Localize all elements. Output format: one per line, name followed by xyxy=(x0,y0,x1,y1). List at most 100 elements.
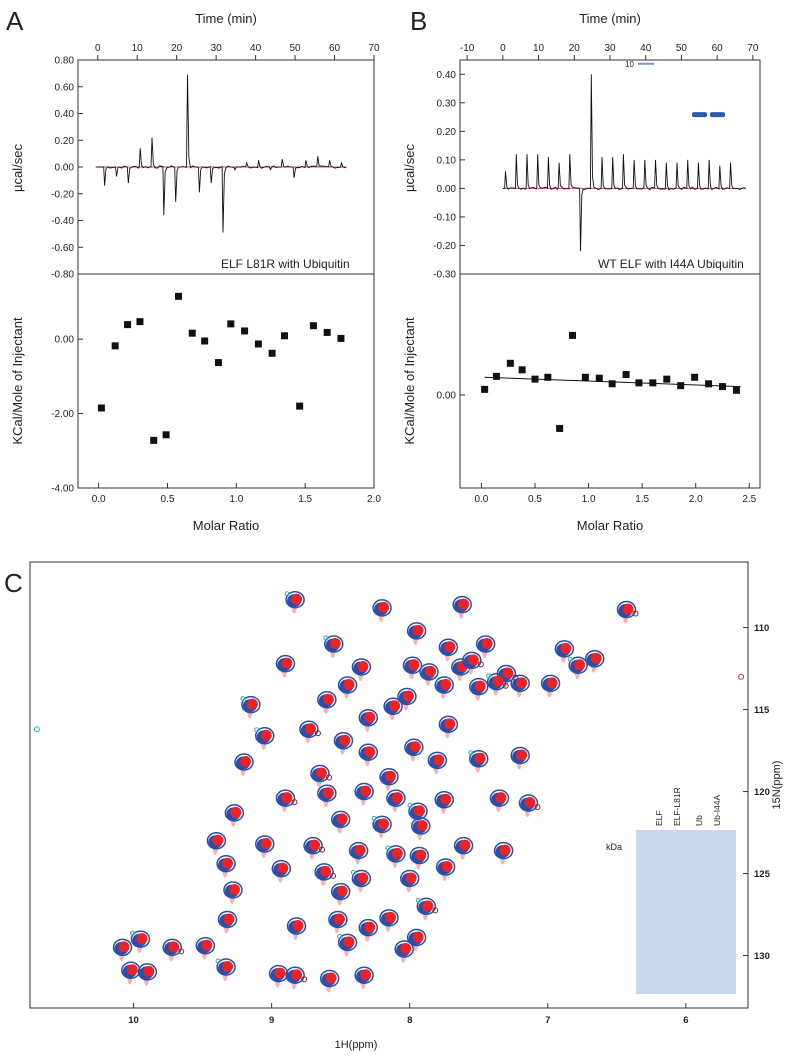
nmr-peak-red xyxy=(474,752,486,764)
nmr-peak-blue-contour xyxy=(241,695,261,714)
nmr-peak-red xyxy=(400,942,412,954)
nmr-peak-darkred xyxy=(301,976,308,983)
nmr-peak-red xyxy=(560,642,572,654)
nmr-peak-blue-contour xyxy=(453,836,474,855)
nmr-peak-red xyxy=(391,792,403,804)
nmr-peak xyxy=(386,789,406,813)
chart-a-top-ylabel: µcal/sec xyxy=(10,144,25,192)
A-bottom-point xyxy=(323,328,331,336)
nmr-peak-blue-contour xyxy=(358,709,379,727)
chart-c-ylabel: 15N(ppm) xyxy=(771,761,783,810)
nmr-peak-red xyxy=(408,659,420,671)
nmr-peak-cyan xyxy=(371,815,377,821)
nmr-peak xyxy=(351,658,372,681)
nmr-peak-red xyxy=(378,818,390,830)
nmr-peak-red xyxy=(402,690,414,702)
B-bottom-point xyxy=(677,382,685,390)
A-top-ytick-label: 0.60 xyxy=(55,82,75,93)
nmr-peak-red xyxy=(222,857,234,869)
nmr-peak xyxy=(299,720,321,744)
gel-lane-label: Ub xyxy=(694,815,704,826)
nmr-peak-red xyxy=(516,677,528,689)
gel-sample-band xyxy=(692,112,707,118)
nmr-peak-cyan xyxy=(415,897,421,903)
A-bottom-point xyxy=(268,349,276,357)
B-bottom-ytick-label: 0.00 xyxy=(437,390,457,401)
nmr-peak xyxy=(284,590,305,614)
nmr-peak-red xyxy=(291,969,303,981)
nmr-peak-blue-contour xyxy=(372,815,392,834)
nmr-peak-blue-contour xyxy=(397,687,417,706)
nmr-peak-red xyxy=(336,885,348,897)
nmr-peak-red xyxy=(495,792,507,804)
nmr-peak-blue-contour xyxy=(394,940,414,958)
nmr-peak-blue-contour xyxy=(568,656,588,675)
nmr-peak-blue-contour xyxy=(408,802,428,820)
B-top-xtick-label: 10 xyxy=(533,43,545,54)
nmr-peak-red xyxy=(143,965,155,977)
nmr-peak-red xyxy=(281,792,293,804)
nmr-peak-red xyxy=(440,793,452,805)
nmr-peak-blue-contour xyxy=(137,963,158,981)
chart-a-top-xlabel: Time (min) xyxy=(195,11,257,26)
nmr-peak xyxy=(404,738,424,762)
nmr-peak-red xyxy=(240,756,252,768)
B-bottom-point xyxy=(531,375,539,383)
nmr-peak xyxy=(216,854,236,878)
nmr-peak-red xyxy=(228,883,240,895)
A-bottom-xtick-label: 1.5 xyxy=(298,494,312,505)
nmr-peak-red xyxy=(333,913,345,925)
nmr-peak xyxy=(271,859,292,883)
nmr-peak xyxy=(438,715,459,739)
nmr-peak-red xyxy=(364,711,376,723)
nmr-peak-blue-contour xyxy=(386,845,406,863)
chart-c-xlabel: 1H(ppm) xyxy=(335,1039,378,1051)
B-bottom-point xyxy=(622,370,630,378)
nmr-peak-blue-contour xyxy=(354,966,374,984)
chart-c-xtick-label: 7 xyxy=(545,1015,550,1026)
nmr-peak-red xyxy=(322,693,334,705)
nmr-peak-blue-contour xyxy=(217,910,238,929)
nmr-peak-red xyxy=(422,900,434,912)
nmr-peak-blue-contour xyxy=(285,590,305,609)
nmr-peak-red xyxy=(499,844,511,856)
nmr-peak xyxy=(121,961,141,985)
nmr-peak-red xyxy=(315,767,327,779)
nmr-peak xyxy=(137,963,158,986)
nmr-peak xyxy=(402,656,423,680)
nmr-peak-blue-contour xyxy=(493,841,514,860)
B-top-ytick-label: -0.10 xyxy=(433,212,456,223)
gel-background xyxy=(636,830,736,994)
nmr-peak-blue-contour xyxy=(435,858,456,876)
nmr-peak xyxy=(371,815,392,839)
nmr-peak-blue-contour xyxy=(462,651,482,670)
A-bottom-point xyxy=(162,431,170,439)
nmr-peak-blue-contour xyxy=(372,599,392,617)
nmr-peak-red xyxy=(441,860,453,872)
nmr-peak-red xyxy=(416,819,428,831)
nmr-peak-red xyxy=(320,865,332,877)
A-bottom-xtick-label: 2.0 xyxy=(367,494,381,505)
nmr-peak-blue-contour xyxy=(434,791,454,809)
nmr-peak-darkred xyxy=(319,846,326,853)
A-top-trace xyxy=(95,74,347,233)
A-top-xtick-label: 0 xyxy=(95,43,101,54)
nmr-peak-blue-contour xyxy=(434,676,454,694)
B-top-xtick-label: 50 xyxy=(676,43,688,54)
nmr-peak xyxy=(319,969,340,993)
nmr-peak-darkred xyxy=(291,799,298,806)
nmr-peak-red xyxy=(516,749,528,761)
nmr-peak-red xyxy=(364,746,376,758)
nmr-peak xyxy=(379,768,399,791)
nmr-peak-blue-contour xyxy=(268,964,289,983)
nmr-peak-blue-contour xyxy=(358,743,379,761)
chart-b-bottom-frame xyxy=(459,273,761,489)
nmr-peak xyxy=(415,897,439,921)
A-bottom-point xyxy=(241,327,249,335)
A-top-xtick-label: 40 xyxy=(250,43,262,54)
chart-c-ytick-label: 115 xyxy=(754,705,770,716)
A-bottom-point xyxy=(214,359,222,367)
A-top-ytick-label: -0.20 xyxy=(51,189,74,200)
nmr-peak-red xyxy=(444,718,456,730)
